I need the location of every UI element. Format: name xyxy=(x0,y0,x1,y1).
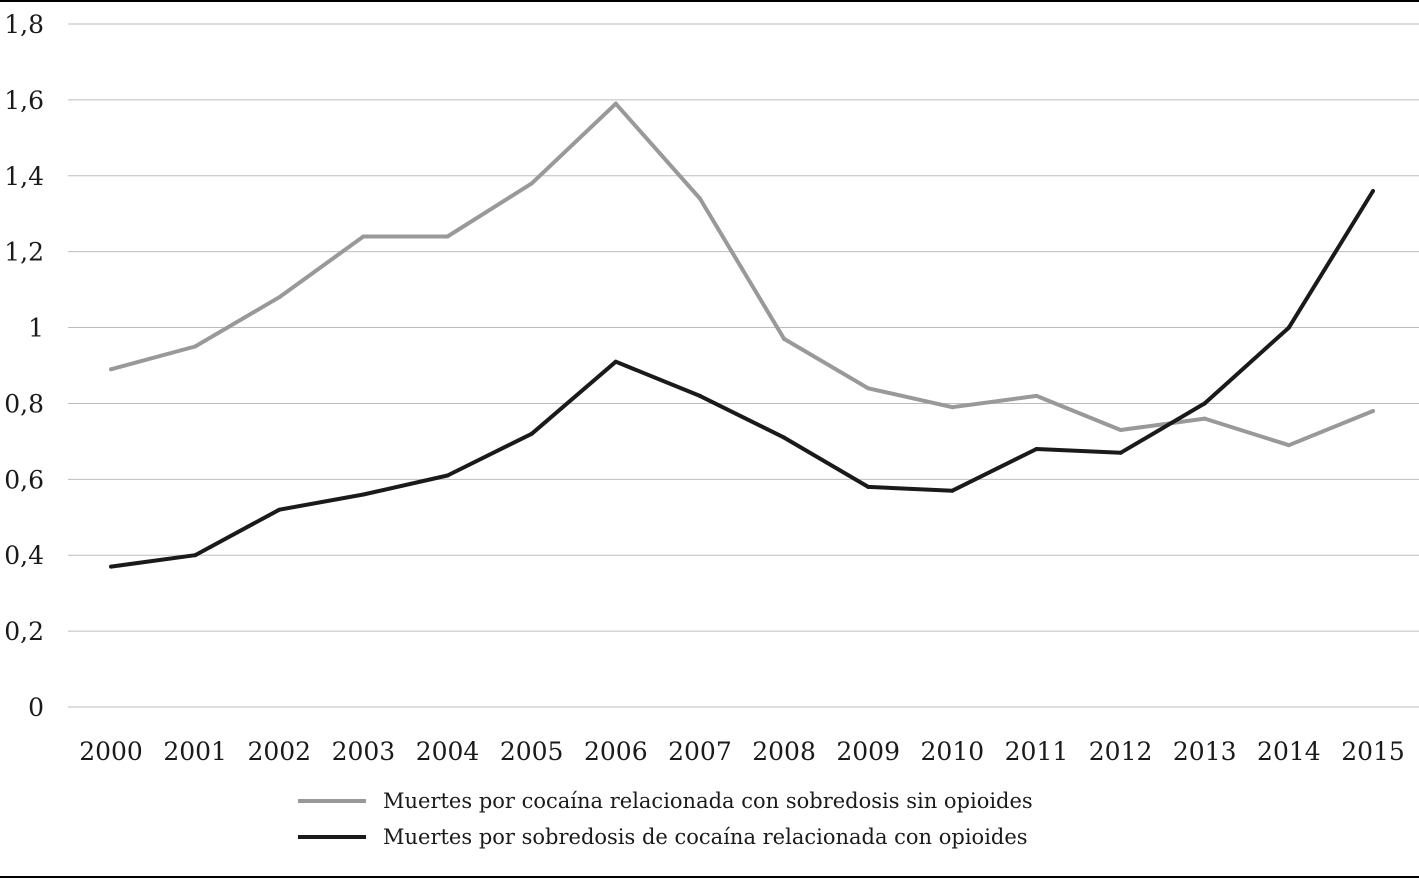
data-point xyxy=(1202,416,1207,421)
data-point xyxy=(1286,443,1291,448)
data-point xyxy=(193,553,198,558)
x-tick-label: 2006 xyxy=(584,737,648,766)
data-point xyxy=(613,101,618,106)
y-axis-tick-labels: 0 0,2 0,4 0,6 0,8 1 1,2 1,4 1,6 1,8 xyxy=(4,10,44,722)
legend-label: Muertes por cocaína relacionada con sobr… xyxy=(383,789,1033,813)
data-point xyxy=(782,336,787,341)
y-tick-label: 0,6 xyxy=(4,465,44,494)
x-tick-label: 2012 xyxy=(1089,737,1153,766)
data-point xyxy=(1371,409,1375,414)
y-tick-label: 1,2 xyxy=(4,238,44,267)
data-point xyxy=(950,488,955,493)
data-point xyxy=(1034,393,1039,398)
x-tick-label: 2014 xyxy=(1257,737,1321,766)
series-line-2 xyxy=(110,189,1375,569)
y-tick-label: 1 xyxy=(28,314,44,343)
y-tick-label: 1,4 xyxy=(4,162,44,191)
y-tick-label: 0 xyxy=(28,693,44,722)
data-point xyxy=(529,431,534,436)
x-tick-label: 2008 xyxy=(752,737,816,766)
data-point xyxy=(1286,325,1291,330)
x-tick-label: 2009 xyxy=(836,737,900,766)
y-tick-label: 1,8 xyxy=(4,10,44,39)
x-tick-label: 2015 xyxy=(1341,737,1405,766)
gridlines xyxy=(68,23,1419,708)
x-tick-label: 2011 xyxy=(1005,737,1069,766)
data-point xyxy=(697,196,702,201)
data-point xyxy=(109,564,113,569)
legend-label: Muertes por sobredosis de cocaína relaci… xyxy=(383,825,1028,849)
x-tick-label: 2013 xyxy=(1173,737,1237,766)
data-point xyxy=(445,234,450,239)
y-tick-label: 0,2 xyxy=(4,617,44,646)
x-tick-label: 2010 xyxy=(921,737,985,766)
y-tick-label: 1,6 xyxy=(4,86,44,115)
data-point xyxy=(361,492,366,497)
data-point xyxy=(1118,428,1123,433)
data-point xyxy=(866,386,871,391)
data-point xyxy=(950,405,955,410)
series-lines xyxy=(109,101,1375,569)
y-tick-label: 0,4 xyxy=(4,541,44,570)
data-point xyxy=(361,234,366,239)
x-tick-label: 2005 xyxy=(500,737,564,766)
data-point xyxy=(1118,450,1123,455)
x-axis-tick-labels: 2000 2001 2002 2003 2004 2005 2006 2007 2008 2009… xyxy=(79,737,1405,766)
data-point xyxy=(277,295,282,300)
legend: Muertes por cocaína relacionada con sobr… xyxy=(298,789,1033,849)
x-tick-label: 2003 xyxy=(332,737,396,766)
data-point xyxy=(529,181,534,186)
data-point xyxy=(1202,401,1207,406)
data-point xyxy=(1371,188,1375,193)
data-point xyxy=(697,393,702,398)
data-point xyxy=(782,435,787,440)
y-tick-label: 0,8 xyxy=(4,389,44,418)
x-tick-label: 2002 xyxy=(247,737,311,766)
x-tick-label: 2007 xyxy=(668,737,732,766)
data-point xyxy=(866,484,871,489)
series-line-1 xyxy=(110,101,1374,448)
data-point xyxy=(193,344,198,349)
data-point xyxy=(445,473,450,478)
x-tick-label: 2000 xyxy=(79,737,143,766)
x-tick-label: 2001 xyxy=(163,737,227,766)
data-point xyxy=(1034,446,1039,451)
data-point xyxy=(613,359,618,364)
x-tick-label: 2004 xyxy=(416,737,480,766)
data-point xyxy=(277,507,282,512)
data-point xyxy=(109,367,113,372)
